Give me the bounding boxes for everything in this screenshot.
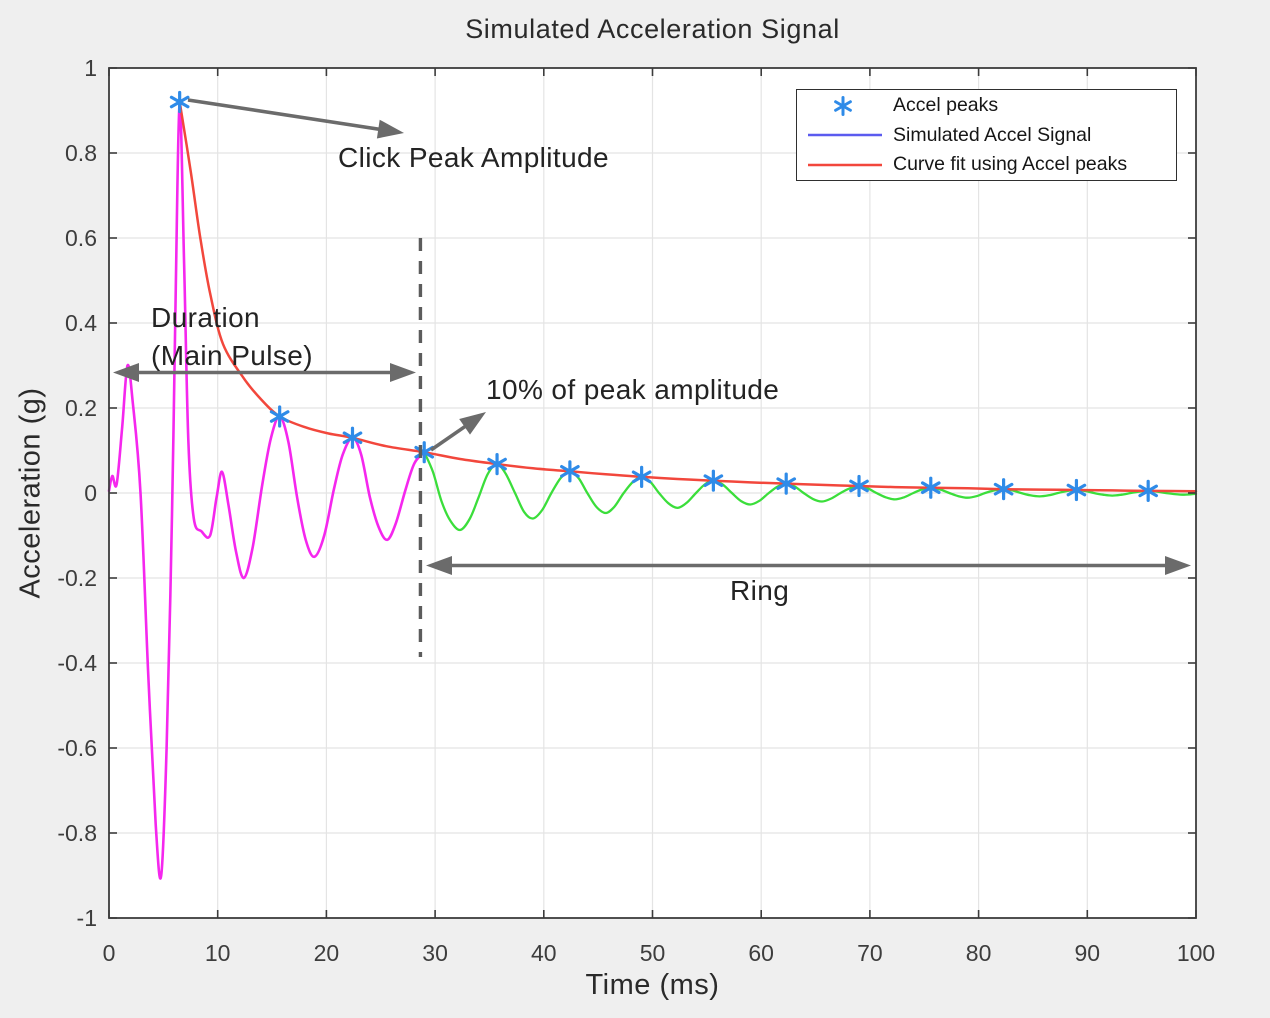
peak-marker[interactable] — [560, 460, 580, 483]
peak-marker[interactable] — [993, 478, 1014, 501]
grid-layer — [109, 68, 1196, 918]
peak-marker[interactable] — [169, 90, 190, 114]
x-tick-label: 30 — [422, 940, 448, 966]
y-tick-label: -1 — [77, 905, 97, 931]
legend-entry-simulated-signal: Simulated Accel Signal — [797, 121, 1176, 149]
peak-marker[interactable] — [849, 474, 869, 498]
ring-double-arrow — [426, 556, 1191, 575]
y-tick-label: 0.8 — [65, 140, 97, 166]
peak-markers-layer — [169, 90, 1158, 502]
x-tick-label: 0 — [103, 940, 116, 966]
curve-fit-line — [178, 100, 1198, 493]
chart-title: Simulated Acceleration Signal — [465, 14, 840, 44]
peak-marker[interactable] — [1138, 479, 1158, 502]
red-line-sample-icon — [808, 163, 882, 166]
arrowhead — [390, 363, 416, 382]
ten-percent-arrow — [429, 412, 486, 452]
y-tick-label: -0.6 — [57, 735, 97, 761]
legend-label-curve-fit: Curve fit using Accel peaks — [893, 153, 1128, 175]
peak-marker[interactable] — [631, 465, 652, 488]
y-axis-label: Acceleration (g) — [14, 387, 47, 599]
legend-label-accel-peaks: Accel peaks — [893, 94, 999, 116]
x-tick-label: 50 — [640, 940, 666, 966]
x-tick-label: 20 — [314, 940, 340, 966]
annotation-ten-percent: 10% of peak amplitude — [486, 374, 780, 405]
y-tick-label: 0 — [84, 480, 97, 506]
arrowhead — [113, 363, 139, 382]
peak-marker[interactable] — [776, 472, 797, 495]
tick-labels-layer: 0 10 20 30 40 50 60 70 80 90 100-1-0.8-0.6-0.4-0.2… — [57, 55, 1215, 966]
annotation-click-peak-amplitude: Click Peak Amplitude — [338, 142, 610, 173]
x-tick-label: 80 — [966, 940, 992, 966]
arrowhead — [459, 412, 486, 435]
annotation-layer — [113, 98, 1191, 657]
arrowhead — [1165, 556, 1191, 575]
peak-marker[interactable] — [703, 469, 724, 492]
annotation-duration-line1: Duration — [151, 302, 261, 333]
legend-entry-curve-fit: Curve fit using Accel peaks — [797, 151, 1176, 179]
y-tick-label: 0.4 — [65, 310, 97, 336]
x-tick-label: 10 — [205, 940, 231, 966]
y-tick-label: 0.2 — [65, 395, 97, 421]
y-tick-label: 0.6 — [65, 225, 97, 251]
peak-marker[interactable] — [920, 476, 941, 499]
y-tick-label: 1 — [84, 55, 97, 81]
annotation-ring: Ring — [730, 575, 790, 606]
peak-marker[interactable] — [487, 453, 507, 476]
x-tick-label: 100 — [1177, 940, 1215, 966]
x-tick-label: 60 — [748, 940, 774, 966]
arrowhead — [426, 556, 452, 575]
x-tick-label: 90 — [1075, 940, 1101, 966]
blue-line-sample-icon — [808, 133, 882, 137]
x-tick-label: 70 — [857, 940, 883, 966]
legend-entry-accel-peaks: Accel peaks — [797, 92, 1176, 120]
annotation-duration-main-pulse: Duration (Main Pulse) — [151, 299, 313, 375]
axes-layer — [108, 67, 1197, 919]
x-tick-label: 40 — [531, 940, 557, 966]
y-tick-label: -0.8 — [57, 820, 97, 846]
duration-double-arrow — [113, 363, 416, 382]
asterisk-marker-icon — [834, 95, 852, 116]
y-tick-label: -0.2 — [57, 565, 97, 591]
x-axis-label: Time (ms) — [585, 969, 720, 1001]
peak-marker[interactable] — [342, 426, 363, 449]
y-tick-label: -0.4 — [57, 650, 97, 676]
legend-label-simulated-signal: Simulated Accel Signal — [893, 123, 1092, 146]
arrowhead — [376, 119, 404, 139]
legend-box: Accel peaks Simulated Accel Signal Curve… — [796, 89, 1177, 181]
peak-marker[interactable] — [1066, 478, 1087, 502]
peak-marker[interactable] — [269, 405, 290, 428]
annotation-duration-line2: (Main Pulse) — [151, 340, 313, 371]
click-peak-arrow — [187, 98, 404, 139]
